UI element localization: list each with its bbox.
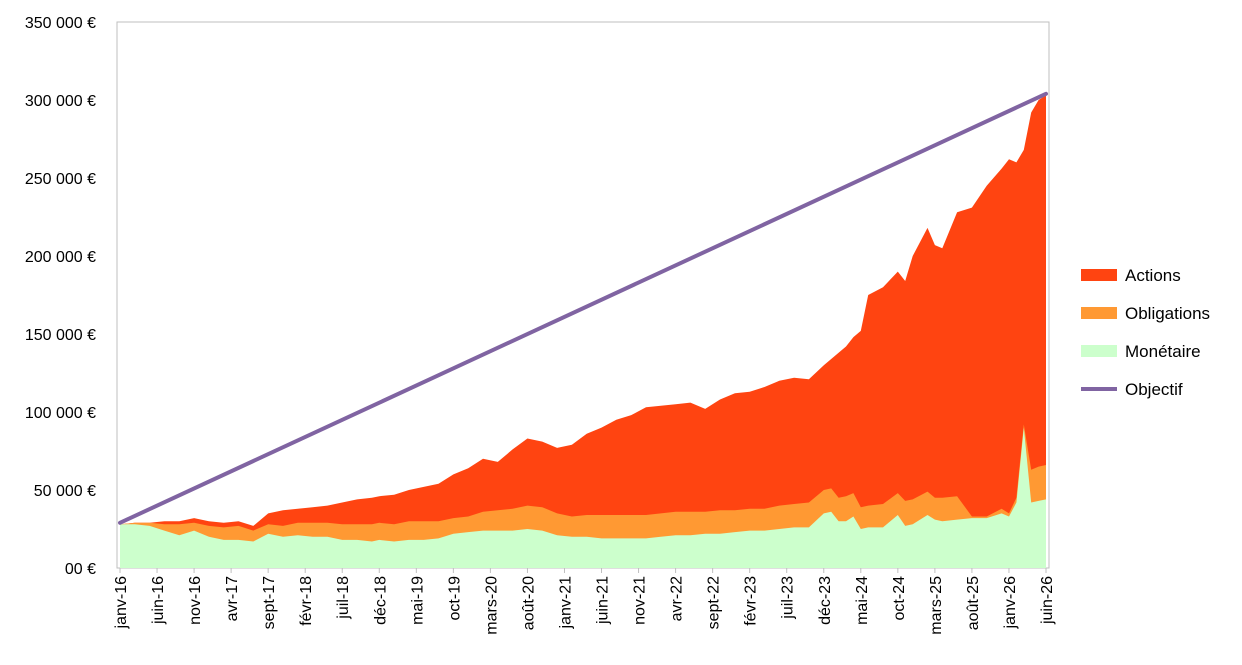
x-tick-label: oct-19 [446, 576, 463, 621]
x-tick-label: déc-18 [372, 576, 389, 625]
legend-label: Monétaire [1125, 342, 1201, 361]
x-tick-label: janv-16 [113, 576, 130, 630]
y-tick-label: 100 000 € [25, 405, 96, 422]
legend: Actions Obligations Monétaire Objectif [1081, 266, 1210, 399]
x-tick-label: juin-26 [1039, 576, 1056, 625]
x-tick-label: janv-26 [1002, 576, 1019, 630]
legend-swatch-actions [1081, 269, 1117, 281]
x-tick-label: mai-19 [409, 576, 426, 625]
x-tick-label: févr-23 [743, 576, 760, 626]
x-tick-label: juin-21 [595, 576, 612, 625]
x-tick-label: août-25 [965, 576, 982, 630]
x-tick-label: oct-24 [891, 576, 908, 621]
y-tick-label: 150 000 € [25, 327, 96, 344]
y-tick-label: 50 000 € [34, 483, 96, 500]
x-tick-label: sept-22 [706, 576, 723, 629]
x-tick-label: juil-23 [780, 576, 797, 620]
area-layers [120, 95, 1046, 569]
y-tick-label: 200 000 € [25, 249, 96, 266]
x-tick-label: déc-23 [817, 576, 834, 625]
y-axis-ticks: 00 € 50 000 € 100 000 € 150 000 € 200 000 € 2… [25, 15, 96, 578]
x-tick-label: mai-24 [854, 576, 871, 625]
objective-line-layer [118, 91, 1048, 525]
x-tick-label: juil-18 [335, 576, 352, 620]
x-tick-label: août-20 [520, 576, 537, 630]
y-tick-label: 350 000 € [25, 15, 96, 32]
x-tick-label: sept-17 [261, 576, 278, 629]
x-tick-label: févr-18 [298, 576, 315, 626]
y-tick-label: 250 000 € [25, 171, 96, 188]
x-tick-label: avr-22 [669, 576, 686, 621]
legend-swatch-montaire [1081, 345, 1117, 357]
x-tick-label: avr-17 [224, 576, 241, 621]
objective-line [118, 91, 1048, 525]
legend-label: Actions [1125, 266, 1181, 285]
x-tick-label: juin-16 [150, 576, 167, 625]
area-montaire [120, 427, 1046, 568]
x-tick-label: nov-21 [632, 576, 649, 625]
y-tick-label: 300 000 € [25, 93, 96, 110]
x-tick-label: mars-25 [928, 576, 945, 635]
x-tick-label: mars-20 [483, 576, 500, 635]
area-actions [120, 95, 1046, 569]
x-tick-label: janv-21 [558, 576, 575, 630]
legend-label: Objectif [1125, 380, 1183, 399]
legend-swatch-obligations [1081, 307, 1117, 319]
legend-label: Obligations [1125, 304, 1210, 323]
y-tick-label: 00 € [65, 561, 96, 578]
x-axis-ticks: janv-16 juin-16 nov-16 avr-17 sept-17 févr-18… [113, 568, 1056, 635]
x-tick-label: nov-16 [187, 576, 204, 625]
